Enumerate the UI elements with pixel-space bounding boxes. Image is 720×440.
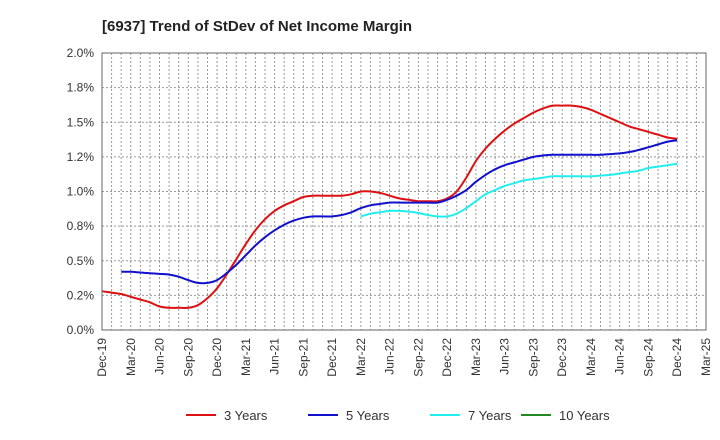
grid-layer bbox=[101, 52, 707, 331]
y-tick-label: 1.2% bbox=[67, 150, 95, 164]
legend: 3 Years 5 Years 7 Years 10 Years bbox=[186, 408, 610, 423]
y-tick-label: 2.0% bbox=[67, 46, 95, 60]
x-tick-label: Dec-20 bbox=[210, 338, 224, 377]
x-tick-label: Mar-23 bbox=[469, 338, 483, 376]
x-tick-label: Dec-24 bbox=[670, 338, 684, 377]
x-tick-label: Mar-21 bbox=[239, 338, 253, 376]
plot-frame bbox=[101, 52, 707, 331]
y-tick-label: 0.0% bbox=[67, 323, 95, 337]
x-axis-ticks: Dec-19 Mar-20 Jun-20 Sep-20 Dec-20 Mar-21 Jun-… bbox=[95, 338, 713, 377]
x-tick-label: Mar-22 bbox=[354, 338, 368, 376]
x-tick-label: Dec-22 bbox=[440, 338, 454, 377]
x-tick-label: Mar-24 bbox=[584, 338, 598, 376]
x-tick-label: Dec-19 bbox=[95, 338, 109, 377]
legend-label: 5 Years bbox=[346, 408, 390, 423]
y-tick-label: 0.2% bbox=[67, 288, 95, 302]
y-tick-label: 1.8% bbox=[67, 81, 95, 95]
x-tick-label: Sep-20 bbox=[181, 338, 195, 377]
y-axis-ticks: 0.0% 0.2% 0.5% 0.8% 1.0% 1.2% 1.5% 1.8% 2.0% bbox=[67, 46, 95, 337]
x-tick-label: Jun-21 bbox=[268, 338, 282, 375]
series-line-3-years bbox=[101, 104, 678, 310]
series-line-5-years bbox=[121, 139, 678, 285]
x-tick-label: Dec-23 bbox=[555, 338, 569, 377]
series-layer bbox=[101, 104, 678, 310]
x-tick-label: Sep-23 bbox=[526, 338, 540, 377]
x-tick-label: Jun-22 bbox=[383, 338, 397, 375]
x-tick-label: Jun-23 bbox=[498, 338, 512, 375]
x-tick-label: Sep-24 bbox=[641, 338, 655, 377]
series-line-7-years bbox=[360, 162, 678, 218]
legend-label: 7 Years bbox=[468, 408, 512, 423]
x-tick-label: Sep-21 bbox=[296, 338, 310, 377]
x-tick-label: Mar-25 bbox=[699, 338, 713, 376]
x-tick-label: Sep-22 bbox=[411, 338, 425, 377]
legend-label: 10 Years bbox=[559, 408, 610, 423]
x-tick-label: Jun-24 bbox=[613, 338, 627, 375]
x-tick-label: Mar-20 bbox=[124, 338, 138, 376]
x-tick-label: Jun-20 bbox=[153, 338, 167, 375]
y-tick-label: 1.5% bbox=[67, 115, 95, 129]
y-tick-label: 0.5% bbox=[67, 254, 95, 268]
chart-title: [6937] Trend of StDev of Net Income Marg… bbox=[102, 18, 412, 35]
y-tick-label: 0.8% bbox=[67, 219, 95, 233]
x-tick-label: Dec-21 bbox=[325, 338, 339, 377]
legend-label: 3 Years bbox=[224, 408, 268, 423]
y-tick-label: 1.0% bbox=[67, 185, 95, 199]
